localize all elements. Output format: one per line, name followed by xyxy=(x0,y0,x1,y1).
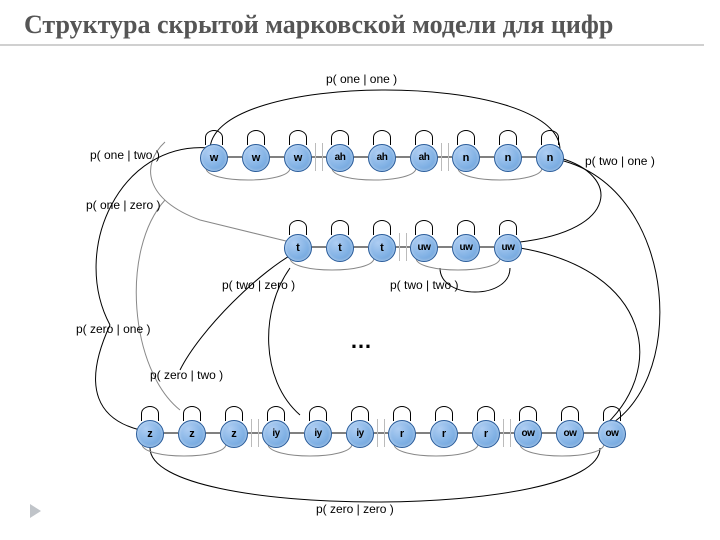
state-node-two-5: uw xyxy=(494,234,522,262)
state-node-zero-4: iy xyxy=(304,420,332,448)
group-separator xyxy=(503,419,511,447)
slide-bullet-icon xyxy=(30,504,41,518)
self-loop xyxy=(247,130,265,145)
self-loop xyxy=(457,130,475,145)
label-two-one: p( two | one ) xyxy=(585,154,655,168)
self-loop xyxy=(435,406,453,421)
self-loop xyxy=(415,130,433,145)
label-one-two: p( one | two ) xyxy=(90,148,160,162)
state-node-one-4: ah xyxy=(368,144,396,172)
group-separator xyxy=(251,419,259,447)
self-loop xyxy=(205,130,223,145)
state-node-zero-10: ow xyxy=(556,420,584,448)
ellipsis: … xyxy=(350,328,372,354)
self-loop xyxy=(499,130,517,145)
self-loop xyxy=(561,406,579,421)
label-two-zero: p( two | zero ) xyxy=(222,278,295,292)
self-loop xyxy=(183,406,201,421)
state-node-two-1: t xyxy=(326,234,354,262)
slide-title: Структура скрытой марковской модели для … xyxy=(0,0,704,46)
state-node-zero-9: ow xyxy=(514,420,542,448)
state-node-zero-7: r xyxy=(430,420,458,448)
self-loop xyxy=(415,220,433,235)
label-zero-two: p( zero | two ) xyxy=(150,368,223,382)
self-loop xyxy=(289,220,307,235)
self-loop xyxy=(331,220,349,235)
self-loop xyxy=(141,406,159,421)
self-loop xyxy=(225,406,243,421)
self-loop xyxy=(289,130,307,145)
state-node-zero-8: r xyxy=(472,420,500,448)
self-loop xyxy=(603,406,621,421)
group-separator xyxy=(399,233,407,261)
self-loop xyxy=(267,406,285,421)
label-one-one: p( one | one ) xyxy=(326,72,397,86)
state-node-one-5: ah xyxy=(410,144,438,172)
self-loop xyxy=(499,220,517,235)
label-two-two: p( two | two ) xyxy=(390,278,458,292)
self-loop xyxy=(477,406,495,421)
state-node-zero-6: r xyxy=(388,420,416,448)
state-node-one-7: n xyxy=(494,144,522,172)
state-node-zero-3: iy xyxy=(262,420,290,448)
state-node-one-2: w xyxy=(284,144,312,172)
state-node-zero-5: iy xyxy=(346,420,374,448)
state-node-one-6: n xyxy=(452,144,480,172)
group-separator xyxy=(315,143,323,171)
state-node-zero-1: z xyxy=(178,420,206,448)
state-node-zero-11: ow xyxy=(598,420,626,448)
state-node-two-3: uw xyxy=(410,234,438,262)
self-loop xyxy=(331,130,349,145)
self-loop xyxy=(373,220,391,235)
self-loop xyxy=(457,220,475,235)
state-node-one-1: w xyxy=(242,144,270,172)
self-loop xyxy=(373,130,391,145)
self-loop xyxy=(309,406,327,421)
state-node-zero-0: z xyxy=(136,420,164,448)
label-zero-one: p( zero | one ) xyxy=(76,322,150,336)
state-node-two-0: t xyxy=(284,234,312,262)
self-loop xyxy=(541,130,559,145)
self-loop xyxy=(393,406,411,421)
group-separator xyxy=(377,419,385,447)
self-loop xyxy=(351,406,369,421)
state-node-one-8: n xyxy=(536,144,564,172)
label-one-zero: p( one | zero ) xyxy=(86,198,160,212)
state-node-two-4: uw xyxy=(452,234,480,262)
edge-layer xyxy=(0,70,720,530)
state-node-one-0: w xyxy=(200,144,228,172)
group-separator xyxy=(441,143,449,171)
diagram-canvas: p( one | one ) p( one | two ) p( one | z… xyxy=(0,70,720,530)
state-node-two-2: t xyxy=(368,234,396,262)
label-zero-zero: p( zero | zero ) xyxy=(316,502,394,516)
self-loop xyxy=(519,406,537,421)
state-node-one-3: ah xyxy=(326,144,354,172)
state-node-zero-2: z xyxy=(220,420,248,448)
